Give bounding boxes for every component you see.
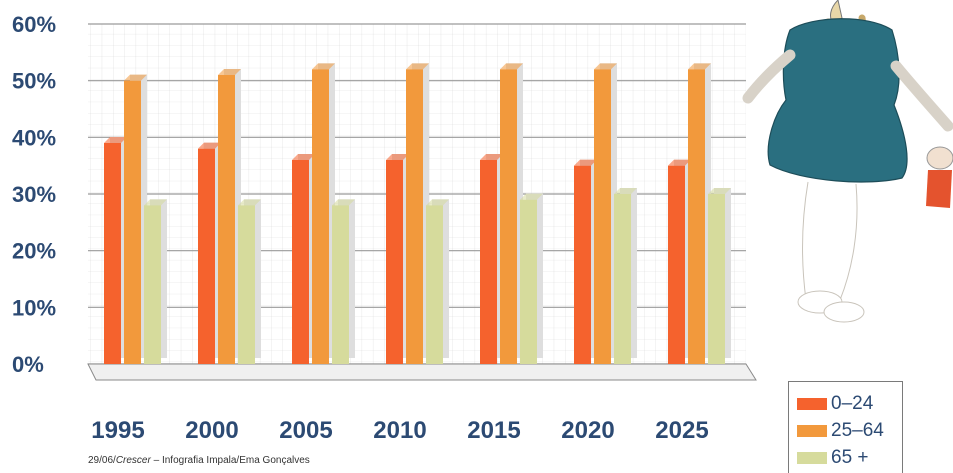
bar <box>426 205 443 364</box>
x-tick-label: 1995 <box>91 417 144 444</box>
bar-top <box>708 188 731 194</box>
bar-top <box>238 199 261 206</box>
legend-item-0-24: 0–24 <box>797 390 902 417</box>
bar-top <box>218 69 241 75</box>
bar-top <box>614 188 637 194</box>
bar-top <box>144 199 167 206</box>
y-tick-label: 50% <box>12 69 56 94</box>
bar <box>218 75 235 364</box>
y-tick-label: 60% <box>12 12 56 37</box>
y-tick-label: 0% <box>12 352 44 377</box>
legend-item-65-plus: 65 + <box>797 444 902 471</box>
legend: 0–24 25–64 65 + <box>788 381 903 473</box>
bars <box>104 63 731 365</box>
legend-swatch-25-64 <box>797 424 827 437</box>
bar <box>594 69 611 364</box>
x-tick-label: 2000 <box>185 417 238 444</box>
bar-top <box>574 159 597 166</box>
x-axis: 1995 2000 2005 2010 2015 2020 2025 <box>91 417 708 444</box>
child-illustration <box>742 0 953 323</box>
bar-top <box>104 137 127 143</box>
bar <box>500 69 517 364</box>
bar <box>520 199 537 364</box>
bar <box>668 165 685 364</box>
x-tick-label: 2010 <box>373 417 426 444</box>
bar-top <box>500 63 523 70</box>
bar <box>480 160 497 364</box>
bar-top <box>426 199 449 206</box>
legend-item-25-64: 25–64 <box>797 417 902 444</box>
x-tick-label: 2025 <box>655 417 708 444</box>
bar <box>312 69 329 364</box>
x-tick-label: 2005 <box>279 417 332 444</box>
y-tick-label: 10% <box>12 295 56 320</box>
bar <box>104 143 121 364</box>
legend-label: 0–24 <box>831 392 874 414</box>
y-tick-label: 30% <box>12 182 56 207</box>
legend-swatch-0-24 <box>797 397 827 410</box>
bar <box>332 205 349 364</box>
bar-top <box>480 154 503 160</box>
bar-top <box>386 154 409 160</box>
bar-top <box>688 63 711 70</box>
bar-top <box>332 199 355 206</box>
y-tick-label: 40% <box>12 125 56 150</box>
bar-top <box>520 193 543 200</box>
bar-top <box>594 63 617 70</box>
bar-top <box>406 63 429 70</box>
chart-floor <box>87 363 757 381</box>
bar-top <box>198 142 221 149</box>
bar-top <box>668 159 691 166</box>
bar-top <box>312 63 335 70</box>
bar-top <box>292 154 315 160</box>
bar <box>386 160 403 364</box>
bar-top <box>124 74 147 81</box>
x-tick-label: 2015 <box>467 417 520 444</box>
bar <box>614 194 631 364</box>
bar <box>144 205 161 364</box>
bar <box>688 69 705 364</box>
bar <box>198 148 215 364</box>
bar <box>238 205 255 364</box>
bar <box>708 194 725 364</box>
x-tick-label: 2020 <box>561 417 614 444</box>
y-axis: 0% 10% 20% 30% 40% 50% 60% <box>12 12 56 377</box>
bar <box>406 69 423 364</box>
legend-label: 25–64 <box>831 419 884 441</box>
legend-swatch-65-plus <box>797 451 827 464</box>
bar <box>292 160 309 364</box>
bar <box>124 80 141 365</box>
y-tick-label: 20% <box>12 239 56 264</box>
bar <box>574 165 591 364</box>
legend-label: 65 + <box>831 446 869 468</box>
credit-line: 29/06/Crescer – Infografia Impala/Ema Go… <box>88 455 310 466</box>
